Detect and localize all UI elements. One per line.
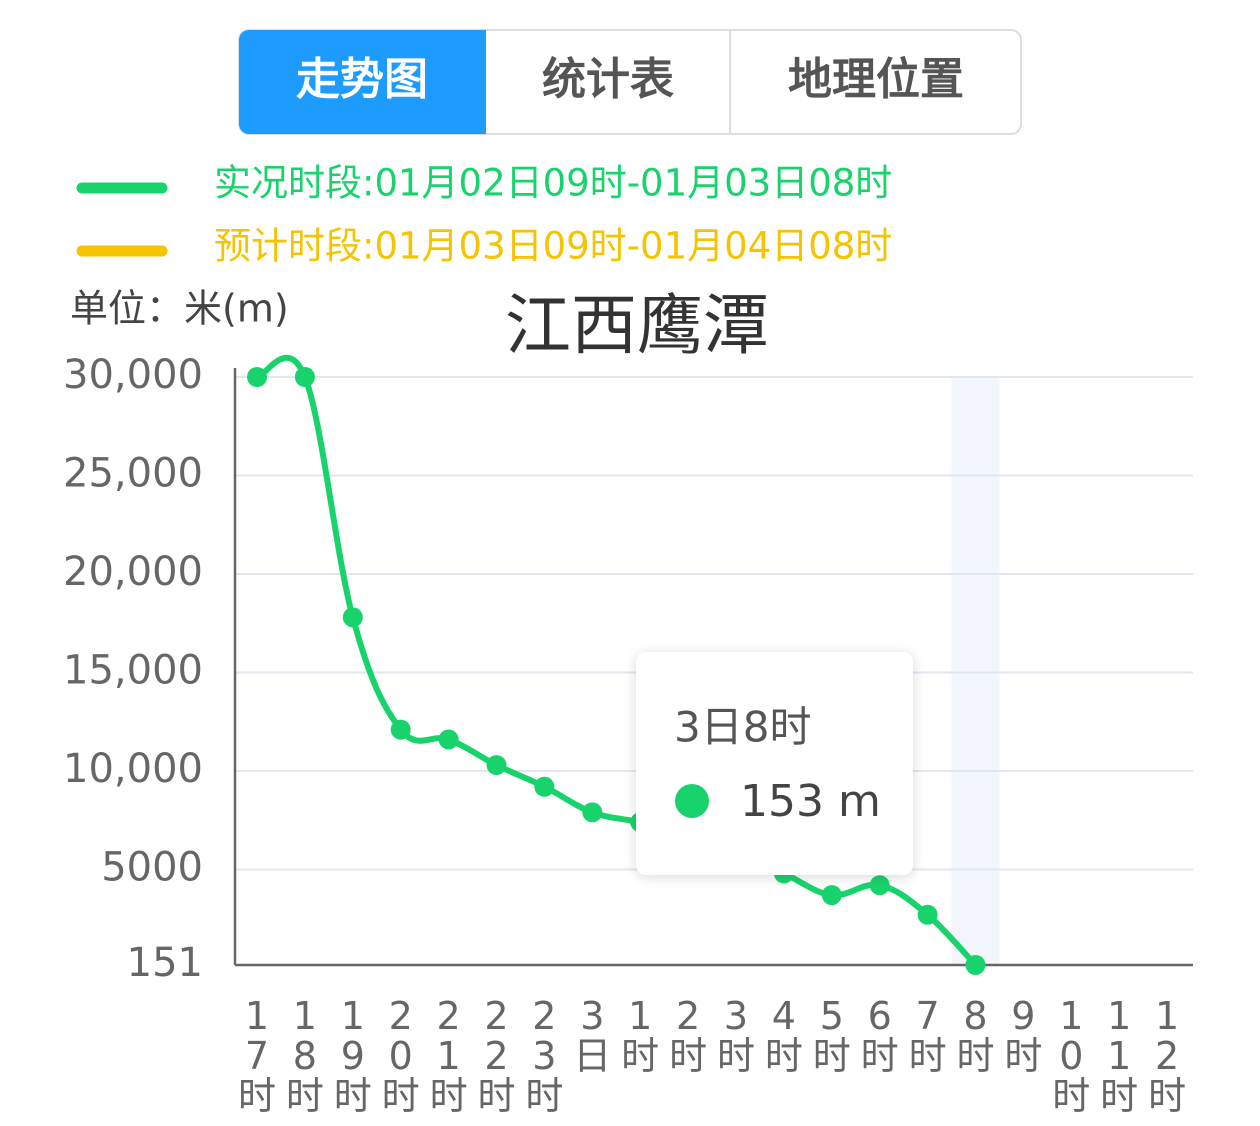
x-tick-label: 22时 — [477, 994, 516, 1118]
point — [965, 954, 986, 975]
x-tick-label: 9时 — [1004, 994, 1043, 1078]
tooltip-value: 153 m — [740, 776, 881, 827]
x-tick-label: 11时 — [1100, 994, 1139, 1118]
point — [486, 755, 507, 776]
x-tick-label: 12时 — [1148, 994, 1187, 1118]
x-tick-label: 5时 — [812, 994, 851, 1078]
y-tick-label: 5000 — [101, 844, 203, 890]
point — [438, 729, 459, 750]
y-tick-label: 20,000 — [63, 549, 203, 595]
x-tick-label: 21时 — [429, 994, 468, 1118]
y-tick-label: 151 — [127, 940, 203, 986]
x-tick-label: 10时 — [1052, 994, 1091, 1118]
chart-title: 江西鹰潭 — [505, 287, 769, 364]
x-tick-label: 6时 — [860, 994, 899, 1078]
x-tick-label: 3日 — [573, 994, 612, 1078]
tooltip-title: 3日8时 — [674, 703, 811, 752]
x-tick-label: 4时 — [764, 994, 803, 1078]
x-tick-label: 2时 — [669, 994, 708, 1078]
point — [247, 367, 267, 387]
x-tick-label: 18时 — [285, 994, 324, 1118]
x-tick-label: 20时 — [381, 994, 420, 1118]
x-tick-label: 1时 — [621, 994, 660, 1078]
point — [582, 802, 603, 823]
point — [917, 904, 938, 925]
y-axis-label: 单位：米(m) — [70, 287, 289, 331]
tab[interactable]: 统计表 — [542, 54, 674, 105]
point — [342, 607, 363, 628]
point — [534, 776, 555, 797]
x-tick-label: 7时 — [908, 994, 947, 1078]
y-tick-label: 30,000 — [63, 352, 203, 398]
legend-label: 预计时段:01月03日09时-01月04日08时 — [214, 225, 892, 268]
x-tick-label: 23时 — [525, 994, 564, 1118]
tab[interactable]: 走势图 — [296, 54, 428, 105]
point — [294, 367, 315, 387]
tooltip — [636, 652, 913, 875]
active-tab[interactable] — [239, 30, 486, 134]
x-tick-label: 8时 — [956, 994, 995, 1078]
point — [821, 885, 842, 906]
tab[interactable]: 地理位置 — [788, 54, 964, 105]
tooltip-dot — [675, 784, 709, 818]
x-tick-label: 19时 — [333, 994, 372, 1118]
point — [390, 719, 411, 740]
line — [255, 354, 978, 968]
x-tick-label: 3时 — [716, 994, 755, 1078]
y-tick-label: 25,000 — [63, 450, 203, 496]
point — [869, 875, 890, 896]
highlight-band — [951, 377, 1000, 965]
y-tick-label: 15,000 — [63, 647, 203, 693]
y-tick-label: 10,000 — [63, 746, 203, 792]
legend-label: 实况时段:01月02日09时-01月03日08时 — [214, 162, 892, 205]
x-tick-label: 17时 — [237, 994, 276, 1118]
